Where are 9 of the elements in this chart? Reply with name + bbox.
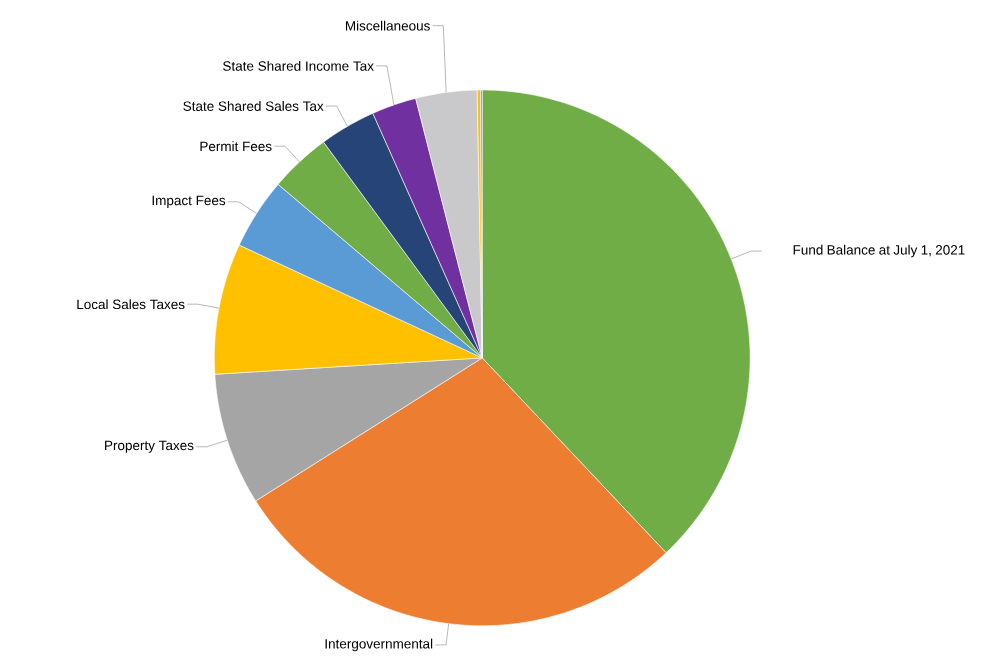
- slice-label: State Shared Income Tax: [223, 61, 374, 71]
- slice-label: Permit Fees: [200, 141, 272, 152]
- slice-label: Miscellaneous: [345, 20, 430, 31]
- slice-label: Local Sales Taxes: [77, 299, 185, 310]
- slice-label: State Shared Sales Tax: [183, 101, 324, 112]
- slice-label: Intergovernmental: [325, 638, 433, 652]
- slice-label: Impact Fees: [152, 195, 226, 209]
- slice-label: Fund Balance at July 1, 2021: [793, 244, 965, 258]
- slice-label: Property Taxes: [105, 440, 194, 453]
